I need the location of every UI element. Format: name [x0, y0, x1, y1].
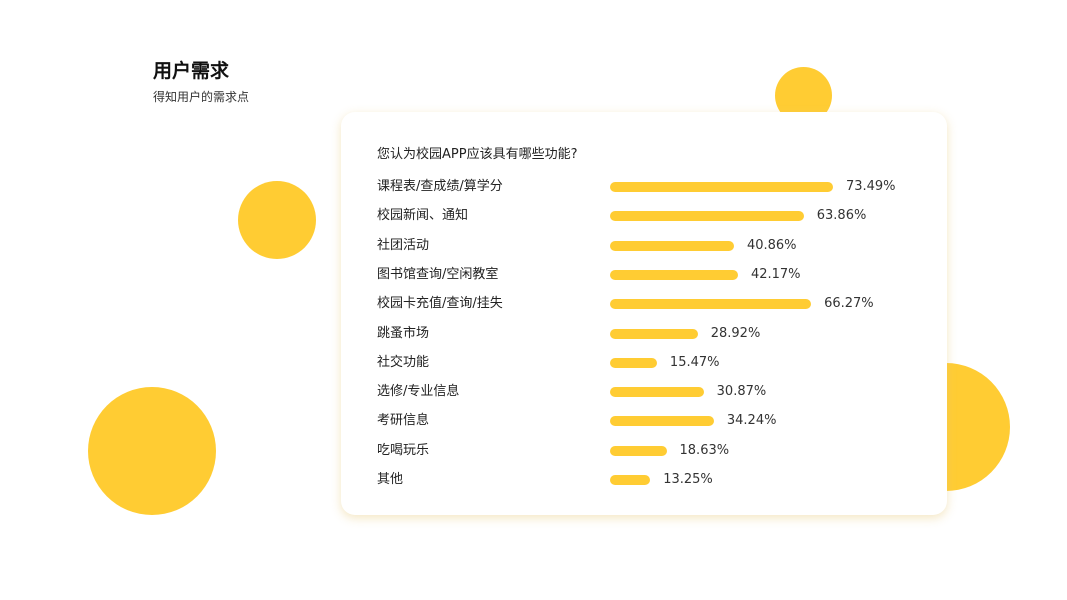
chart-card: 您认为校园APP应该具有哪些功能? 课程表/查成绩/算学分 73.49% 校园新闻、…	[341, 112, 947, 515]
decor-circle-bottom-left	[88, 387, 216, 515]
category-label: 考研信息	[377, 413, 430, 429]
bar	[610, 475, 651, 485]
category-label: 校园新闻、通知	[377, 208, 469, 224]
value-label: 13.25%	[663, 472, 713, 487]
bar	[610, 211, 804, 222]
page-subtitle: 得知用户的需求点	[153, 90, 250, 104]
category-label: 其他	[377, 472, 404, 487]
category-label: 选修/专业信息	[377, 384, 460, 400]
bar	[610, 299, 812, 310]
chart-row: 课程表/查成绩/算学分 73.49%	[341, 177, 947, 197]
category-label: 跳蚤市场	[377, 325, 430, 341]
chart-row: 社交功能 15.47%	[341, 353, 947, 373]
value-label: 34.24%	[726, 413, 777, 429]
category-label: 社交功能	[377, 354, 430, 370]
chart-row: 跳蚤市场 28.92%	[341, 324, 947, 344]
value-label: 42.17%	[750, 266, 801, 282]
value-label: 28.92%	[710, 325, 761, 341]
bar	[610, 328, 698, 339]
bar	[610, 269, 738, 280]
chart-row: 吃喝玩乐 18.63%	[341, 441, 947, 461]
chart-row: 考研信息 34.24%	[341, 411, 947, 431]
value-label: 40.86%	[746, 237, 797, 253]
chart-title: 您认为校园APP应该具有哪些功能?	[377, 147, 578, 162]
value-label: 30.87%	[716, 384, 767, 400]
bar	[610, 357, 657, 368]
value-label: 18.63%	[679, 442, 730, 458]
bar	[610, 240, 734, 251]
value-label: 66.27%	[824, 296, 874, 312]
bar	[610, 387, 704, 398]
chart-row: 选修/专业信息 30.87%	[341, 382, 947, 402]
value-label: 63.86%	[816, 208, 867, 224]
category-label: 课程表/查成绩/算学分	[377, 179, 503, 194]
page-title: 用户需求	[153, 60, 230, 82]
chart-row: 校园卡充值/查询/挂失 66.27%	[341, 294, 947, 314]
chart-row: 校园新闻、通知 63.86%	[341, 206, 947, 226]
value-label: 73.49%	[845, 179, 896, 194]
category-label: 吃喝玩乐	[377, 442, 430, 458]
value-label: 15.47%	[669, 354, 720, 370]
category-label: 社团活动	[377, 237, 430, 253]
category-label: 图书馆查询/空闲教室	[377, 266, 499, 282]
chart-row: 社团活动 40.86%	[341, 236, 947, 256]
decor-circle-left	[238, 181, 316, 259]
chart-row: 其他 13.25%	[341, 470, 947, 490]
bar	[610, 182, 833, 192]
bar	[610, 416, 714, 427]
bar	[610, 445, 667, 456]
category-label: 校园卡充值/查询/挂失	[377, 296, 503, 312]
chart-row: 图书馆查询/空闲教室 42.17%	[341, 265, 947, 285]
